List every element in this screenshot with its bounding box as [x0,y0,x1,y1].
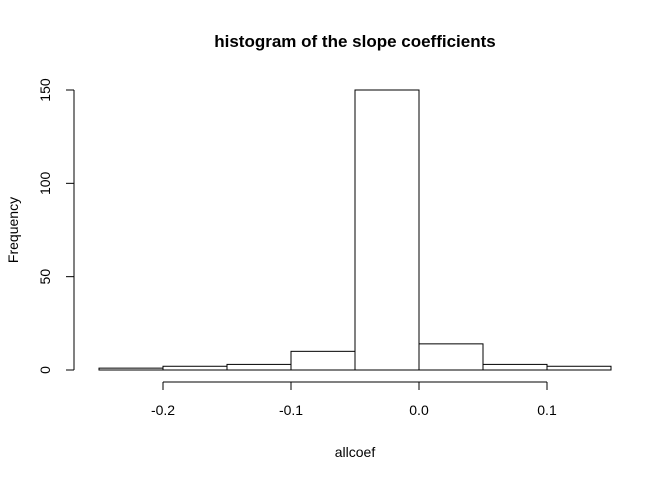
x-tick-label: -0.2 [151,402,175,418]
histogram-bar [290,350,356,371]
y-tick-label: 0 [37,366,53,374]
histogram-bar [162,365,228,371]
bars-group [98,89,612,371]
y-axis-label: Frequency [5,197,21,263]
chart-title: histogram of the slope coefficients [214,32,496,51]
y-axis: 0 50 100 150 [37,78,75,374]
histogram-bar [546,365,612,371]
y-tick-label: 50 [37,269,53,285]
x-tick-label: 0.0 [409,402,429,418]
histogram-bar [418,343,484,371]
histogram-bar [98,367,164,371]
histogram-bar [354,89,420,371]
x-axis: -0.2 -0.1 0.0 0.1 [151,381,557,418]
histogram-bar [482,363,548,371]
histogram-bar [226,363,292,371]
x-axis-label: allcoef [335,444,376,460]
x-tick-label: 0.1 [537,402,557,418]
x-tick-label: -0.1 [279,402,303,418]
y-tick-label: 150 [37,78,53,102]
y-tick-label: 100 [37,171,53,195]
